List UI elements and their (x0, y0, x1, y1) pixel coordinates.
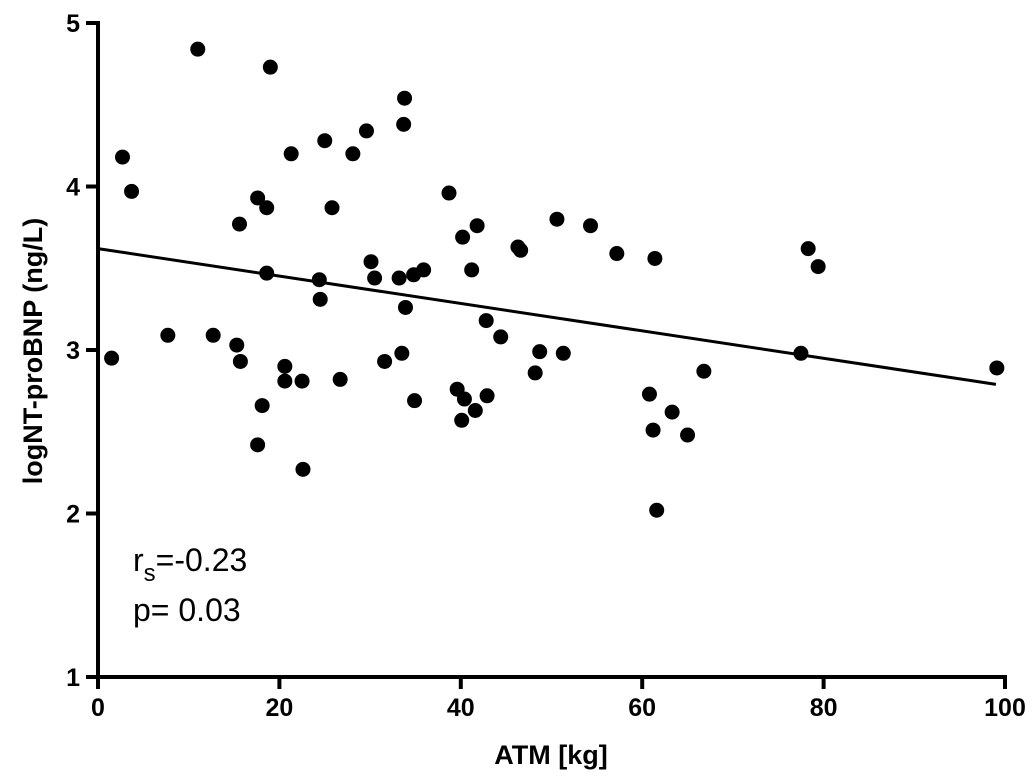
data-point (407, 393, 423, 409)
data-point (641, 386, 657, 402)
data-point (513, 242, 529, 258)
p-value-annotation: p= 0.03 (133, 592, 241, 628)
data-point (609, 246, 625, 262)
data-point (277, 358, 293, 374)
data-point (259, 200, 275, 216)
spearman-value: =-0.23 (156, 542, 248, 578)
data-point (367, 270, 383, 286)
x-tick-label: 20 (265, 694, 293, 722)
data-point (283, 146, 299, 162)
data-point (493, 329, 509, 345)
data-point (532, 344, 548, 360)
data-point (810, 259, 826, 275)
data-point (104, 350, 120, 366)
data-point (549, 211, 565, 227)
data-point (358, 123, 374, 139)
x-tick-label: 0 (91, 694, 105, 722)
data-point (229, 337, 245, 353)
spearman-r: r (133, 542, 144, 578)
data-point (231, 216, 247, 232)
data-point (311, 272, 327, 288)
data-point (190, 41, 206, 57)
data-point (295, 461, 311, 477)
data-point (441, 185, 457, 201)
data-point (397, 90, 413, 106)
data-point (454, 412, 470, 428)
x-tick-label: 80 (810, 694, 838, 722)
data-point (250, 437, 266, 453)
spearman-annotation: rs=-0.23 (133, 542, 247, 587)
data-point (479, 388, 495, 404)
data-point (250, 190, 266, 206)
data-point (469, 218, 485, 234)
x-axis-title: ATM [kg] (494, 740, 607, 770)
data-point (583, 218, 599, 234)
data-point (377, 353, 393, 369)
data-points (104, 41, 1005, 518)
data-point (114, 149, 130, 165)
x-tick-label: 100 (984, 694, 1026, 722)
data-point (397, 299, 413, 315)
data-point (254, 398, 270, 414)
spearman-subscript: s (144, 560, 156, 587)
data-point (527, 365, 543, 381)
data-point (456, 391, 472, 407)
data-point (478, 313, 494, 329)
y-axis-title: logNT-proBNP (ng/L) (18, 218, 48, 484)
y-tick-label: 2 (66, 501, 80, 529)
x-tick-label: 60 (628, 694, 656, 722)
data-point (160, 327, 176, 343)
data-point (232, 353, 248, 369)
data-point (391, 270, 407, 286)
data-point (205, 327, 221, 343)
data-point (324, 200, 340, 216)
data-point (793, 345, 809, 361)
data-point (800, 241, 816, 257)
data-point (696, 363, 712, 379)
data-point (363, 254, 379, 270)
data-point (394, 345, 410, 361)
y-tick-label: 4 (66, 174, 80, 202)
x-tick-label: 40 (447, 694, 475, 722)
data-point (680, 427, 696, 443)
regression-line (97, 247, 997, 386)
data-point (455, 229, 471, 245)
data-point (345, 146, 361, 162)
data-point (262, 59, 278, 75)
data-point (555, 345, 571, 361)
data-point (649, 502, 665, 518)
data-point (317, 133, 333, 149)
data-point (989, 360, 1005, 376)
data-point (416, 262, 432, 278)
data-point (467, 402, 483, 418)
data-point (664, 404, 680, 420)
y-tick-label: 1 (66, 664, 80, 692)
data-point (312, 291, 328, 307)
data-point (332, 371, 348, 387)
data-point (464, 262, 480, 278)
data-point (294, 373, 310, 389)
x-axis-ticks: 0 20 40 60 80 100 (91, 677, 1026, 722)
y-axis-ticks: 1 2 3 4 5 (66, 10, 98, 692)
data-point (396, 116, 412, 132)
data-point (124, 183, 140, 199)
y-tick-label: 5 (66, 10, 80, 38)
y-tick-label: 3 (66, 337, 80, 365)
data-point (277, 373, 293, 389)
data-point (647, 250, 663, 266)
data-point (645, 422, 661, 438)
